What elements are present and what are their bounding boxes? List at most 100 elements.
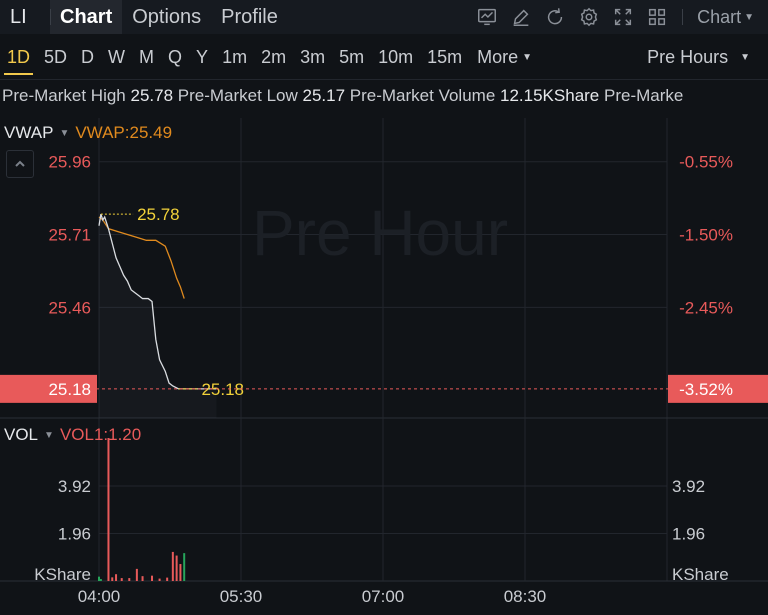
- indicator-icon[interactable]: [470, 0, 504, 34]
- premarket-trailing-label: Pre-Marke: [604, 86, 684, 105]
- x-tick-label: 08:30: [504, 587, 547, 606]
- vol-name: VOL: [4, 425, 39, 444]
- vol-unit-label-right: KShare: [672, 565, 729, 584]
- price-tick-label: 25.71: [48, 226, 91, 245]
- current-price-label: 25.18: [48, 380, 91, 399]
- current-percent-tag: [668, 374, 768, 403]
- more-periods-dropdown[interactable]: More ▼: [469, 47, 540, 68]
- settings-icon[interactable]: [572, 0, 606, 34]
- vol-indicator[interactable]: VOL ▼ VOL1:1.20: [4, 425, 141, 445]
- refresh-icon[interactable]: [538, 0, 572, 34]
- volume-bar: [128, 578, 131, 581]
- price-line: [98, 213, 217, 390]
- premarket-volume-value: 12.15KShare: [500, 86, 600, 105]
- chevron-up-icon: [15, 160, 25, 167]
- volume-bar: [183, 553, 186, 581]
- period-3m[interactable]: 3m: [300, 46, 326, 67]
- period-q[interactable]: Q: [168, 46, 183, 67]
- volume-bar: [107, 438, 110, 581]
- volume-bar: [175, 555, 178, 581]
- tab-chart[interactable]: Chart: [50, 0, 123, 34]
- period-w[interactable]: W: [108, 46, 126, 67]
- chart-type-dropdown[interactable]: Chart ▼: [691, 7, 768, 28]
- period-1d[interactable]: 1D: [0, 37, 37, 77]
- percent-tick-label: -0.55%: [679, 153, 733, 172]
- fullscreen-icon[interactable]: [606, 0, 640, 34]
- volume-bar: [98, 576, 100, 581]
- period-2m[interactable]: 2m: [261, 46, 287, 67]
- high-marker-label: 25.78: [137, 205, 180, 224]
- caret-down-icon: ▼: [44, 429, 54, 441]
- period-d[interactable]: D: [81, 46, 95, 67]
- period-10m[interactable]: 10m: [378, 46, 414, 67]
- volume-bar: [135, 568, 138, 581]
- caret-down-icon: ▼: [740, 51, 750, 63]
- vwap-indicator[interactable]: VWAP ▼ VWAP:25.49: [4, 123, 172, 143]
- price-area: [99, 214, 217, 418]
- top-nav: LI Chart Options Profile Chart ▼: [0, 0, 768, 34]
- volume-bar: [141, 576, 144, 581]
- vol-value: VOL1:1.20: [59, 425, 142, 444]
- volume-bar: [115, 574, 118, 581]
- period-15m[interactable]: 15m: [427, 46, 463, 67]
- period-5m[interactable]: 5m: [339, 46, 365, 67]
- period-5d[interactable]: 5D: [44, 46, 68, 67]
- vol-tick-label: 3.92: [58, 477, 91, 496]
- volume-bar: [111, 577, 114, 581]
- volume-bar: [151, 575, 154, 581]
- vwap-name: VWAP: [4, 123, 54, 142]
- premarket-volume-label: Pre-Market Volume: [349, 86, 496, 105]
- caret-down-icon: ▼: [522, 51, 533, 63]
- axes: 04:00 05:30 07:00 08:30 25.96 -0.55% 25.71 -1.5…: [34, 153, 733, 606]
- period-m[interactable]: M: [139, 46, 155, 67]
- caret-down-icon: ▼: [59, 127, 70, 139]
- collapse-indicator-button[interactable]: [6, 150, 34, 178]
- session-dropdown[interactable]: Pre Hours ▼: [647, 37, 750, 77]
- volume-bar: [158, 578, 161, 581]
- volume-bar: [179, 564, 182, 581]
- premarket-high-label: Pre-Market High: [2, 86, 126, 105]
- ticker-divider: [50, 9, 51, 25]
- toolbar-divider: [682, 9, 684, 25]
- volume-bars: [98, 438, 186, 581]
- tab-options[interactable]: Options: [132, 5, 202, 28]
- period-1m[interactable]: 1m: [222, 46, 248, 67]
- session-label: Pre Hours: [647, 46, 729, 67]
- chevron-down-icon: ▼: [744, 11, 754, 23]
- percent-tick-label: -1.50%: [679, 226, 733, 245]
- layout-icon[interactable]: [640, 0, 674, 34]
- vwap-value: VWAP:25.49: [75, 123, 173, 142]
- price-tick-label: 25.96: [48, 153, 91, 172]
- price-tick-label: 25.46: [48, 298, 91, 317]
- chart-type-label: Chart: [697, 6, 742, 27]
- x-tick-label: 04:00: [78, 587, 121, 606]
- chart-area[interactable]: Pre Hour 25.78 25.18 25.18 -3.52% 04:00 05:3…: [0, 118, 768, 615]
- vol-unit-label: KShare: [34, 565, 91, 584]
- period-bar-divider: [0, 79, 768, 80]
- chart-toolbar: Chart ▼: [470, 0, 768, 34]
- current-percent-label: -3.52%: [679, 380, 733, 399]
- vol-tick-label: 1.96: [58, 524, 91, 543]
- premarket-stats: Pre-Market High 25.78 Pre-Market Low 25.…: [2, 86, 768, 112]
- premarket-low-label: Pre-Market Low: [177, 86, 298, 105]
- volume-bar: [171, 551, 174, 581]
- x-tick-label: 07:00: [362, 587, 405, 606]
- premarket-low-value: 25.17: [302, 86, 346, 105]
- volume-bar: [166, 577, 169, 581]
- period-bar: 1D 5D D W M Q Y 1m 2m 3m 5m 10m 15m More…: [0, 37, 768, 77]
- percent-tick-label: -2.45%: [679, 298, 733, 317]
- draw-icon[interactable]: [504, 0, 538, 34]
- x-tick-label: 05:30: [220, 587, 263, 606]
- grid: [0, 118, 768, 582]
- chart-watermark: Pre Hour: [252, 197, 508, 269]
- vol-tick-label-right: 3.92: [672, 477, 705, 496]
- volume-bar: [120, 578, 123, 581]
- tab-profile[interactable]: Profile: [221, 5, 278, 28]
- price-series: [98, 213, 217, 418]
- current-price-tag: [0, 374, 97, 403]
- ticker-symbol: LI: [10, 5, 27, 28]
- period-y[interactable]: Y: [196, 46, 209, 67]
- volume-bar: [99, 579, 102, 581]
